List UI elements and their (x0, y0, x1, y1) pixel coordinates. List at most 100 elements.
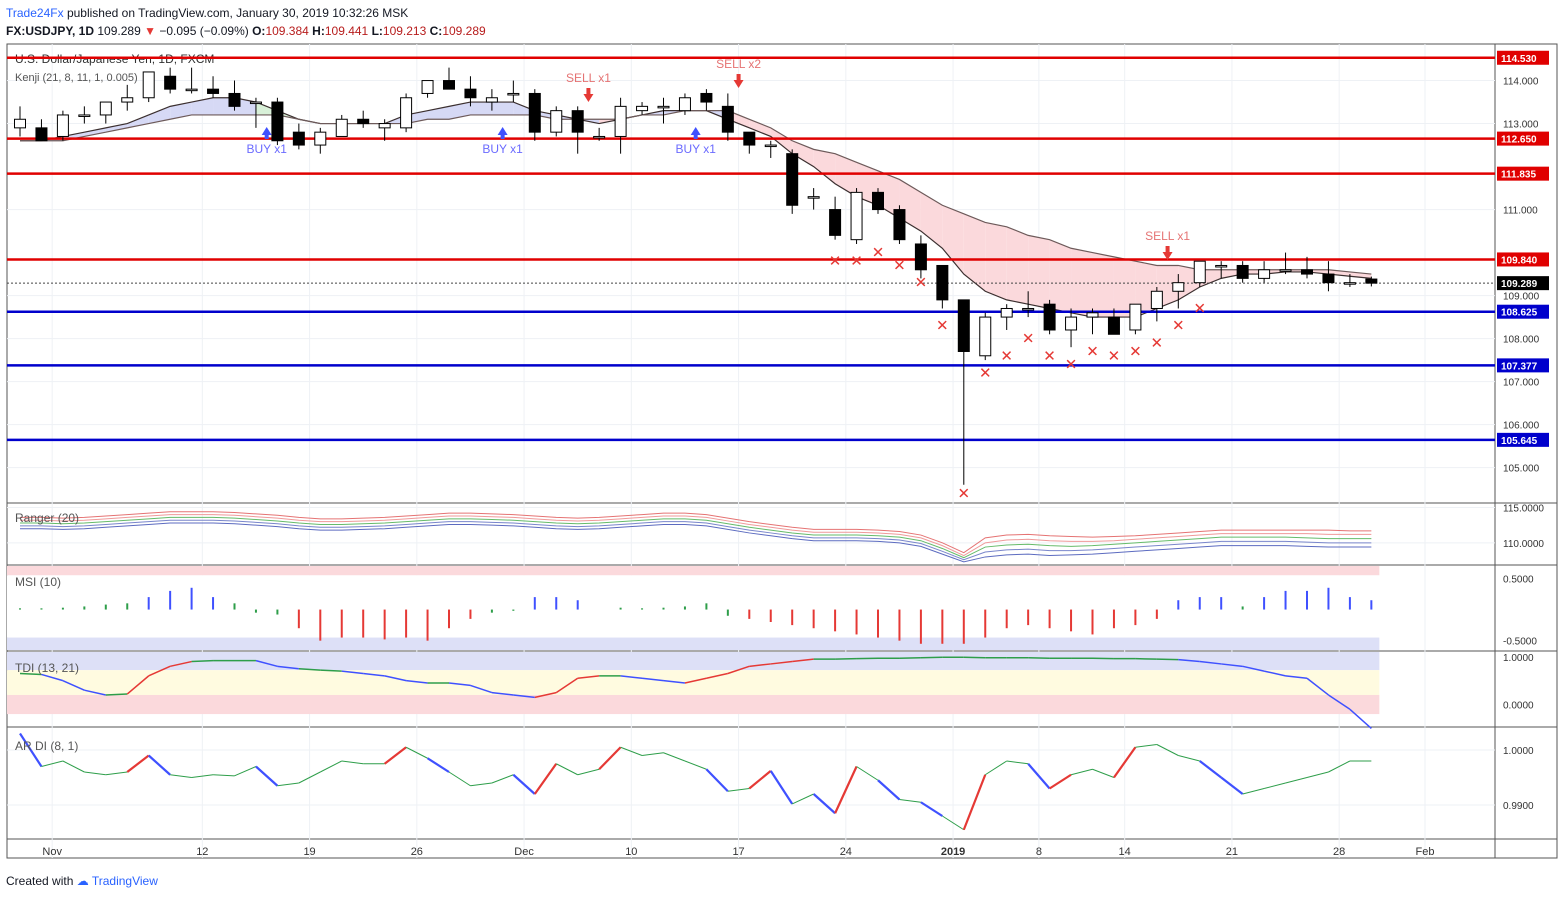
tdi-segment (1263, 670, 1286, 677)
ardi-segment (298, 771, 321, 784)
tradingview-link[interactable]: TradingView (91, 874, 158, 888)
candle-body (872, 191, 884, 211)
candle-body (1129, 303, 1142, 331)
ardi-pane: 1.0000 0.9900 AR DI (8, 1) (7, 732, 1534, 831)
tdi-tick-label: 0.0000 (1503, 701, 1534, 712)
tdi-segment (1349, 708, 1372, 729)
sell-arrow-stem (1165, 246, 1170, 252)
published-text: published on TradingView.com, January 30… (66, 6, 409, 20)
tdi-segment (1306, 677, 1329, 696)
candle-body (571, 110, 584, 133)
chart-frame (6, 43, 1558, 859)
candle-body (271, 101, 284, 142)
cloud-segment (148, 106, 171, 124)
ardi-segment (727, 788, 750, 792)
tdi-segment (555, 677, 579, 694)
low-value: 109.213 (382, 24, 427, 38)
ranger-tick-label: 115.0000 (1503, 504, 1544, 515)
candle-body (378, 123, 391, 129)
tdi-segment (1199, 660, 1222, 665)
ardi-segment (512, 773, 536, 795)
candle-body (142, 71, 155, 99)
buy-signal-label: BUY x1 (246, 142, 287, 156)
cloud-segment (985, 222, 1007, 300)
candle-body (657, 105, 670, 109)
ardi-segment (470, 782, 492, 787)
ardi-segment (41, 760, 64, 767)
candle-body (829, 209, 842, 236)
candle-body (614, 105, 627, 137)
x-tick-label: 26 (411, 846, 423, 858)
candle-body (550, 110, 563, 133)
down-arrow-icon: ▼ (144, 24, 156, 38)
tdi-segment (470, 684, 493, 694)
x-tick-label: Feb (1415, 846, 1434, 858)
ardi-segment (598, 746, 622, 771)
candle-body (164, 75, 177, 90)
ardi-segment (641, 752, 664, 756)
price-tick-label: 109.000 (1503, 292, 1540, 303)
ardi-segment (1049, 773, 1072, 790)
candle-body (1065, 316, 1078, 331)
ardi-segment (1285, 777, 1308, 784)
msi-label: MSI (10) (15, 575, 61, 589)
candle-body (99, 101, 112, 116)
ardi-segment (1263, 782, 1286, 789)
x-mark-icon: ✕ (1193, 300, 1206, 317)
buy-signal-label: BUY x1 (482, 142, 523, 156)
footer: Created with ☁ TradingView (6, 874, 158, 888)
x-tick-label: 28 (1333, 846, 1345, 858)
ardi-label: AR DI (8, 1) (15, 739, 78, 753)
cloud-segment (191, 97, 214, 115)
ardi-segment (1328, 760, 1351, 773)
x-mark-icon: ✕ (915, 275, 928, 292)
x-mark-icon: ✕ (1129, 343, 1142, 360)
candle-body (14, 118, 26, 129)
cloud-segment (491, 102, 514, 115)
candle-body (228, 92, 241, 107)
cloud-slow-line (20, 110, 1372, 275)
candle-body (914, 243, 927, 271)
symbol-label[interactable]: FX:USDJPY, 1D (6, 24, 95, 38)
x-mark-icon: ✕ (872, 245, 885, 262)
msi-tick-label: 0.5000 (1503, 574, 1534, 585)
ardi-tick-label: 1.0000 (1503, 746, 1534, 757)
x-tick-label: 24 (840, 846, 852, 858)
cloud-segment (105, 123, 128, 133)
x-mark-icon: ✕ (1172, 318, 1185, 335)
publisher-link[interactable]: Trade24Fx (6, 6, 64, 20)
tdi-segment (706, 672, 729, 679)
ardi-segment (448, 771, 471, 787)
open-label: O: (252, 24, 266, 38)
tdi-segment (448, 682, 471, 687)
sell-arrow-icon (733, 80, 744, 88)
price-tick-label: 106.000 (1503, 421, 1540, 432)
tdi-segment (298, 667, 321, 671)
level-label-bg (1497, 358, 1549, 373)
x-tick-label: 12 (196, 846, 208, 858)
ardi-segment (769, 770, 794, 805)
buy-arrow-icon (497, 127, 508, 135)
x-mark-icon: ✕ (936, 318, 949, 335)
ardi-segment (191, 774, 214, 778)
candle-body (1322, 273, 1335, 284)
level-label-bg (1497, 304, 1549, 319)
tdi-segment (1285, 675, 1308, 680)
candle-body (807, 196, 820, 199)
ardi-segment (383, 746, 407, 765)
tdi-segment (1178, 658, 1200, 663)
candle-body (443, 80, 455, 90)
ardi-segment (491, 774, 514, 784)
candle-body (335, 118, 348, 137)
ardi-segment (341, 760, 364, 765)
tdi-segment (663, 679, 686, 684)
x-tick-label: 2019 (941, 846, 965, 858)
candle-body (1193, 260, 1206, 284)
candle-body (507, 92, 520, 96)
ardi-segment (1178, 755, 1200, 762)
tdi-segment (620, 675, 643, 680)
ardi-segment (19, 732, 43, 768)
ardi-segment (1006, 760, 1029, 765)
candle-body (1086, 312, 1099, 318)
